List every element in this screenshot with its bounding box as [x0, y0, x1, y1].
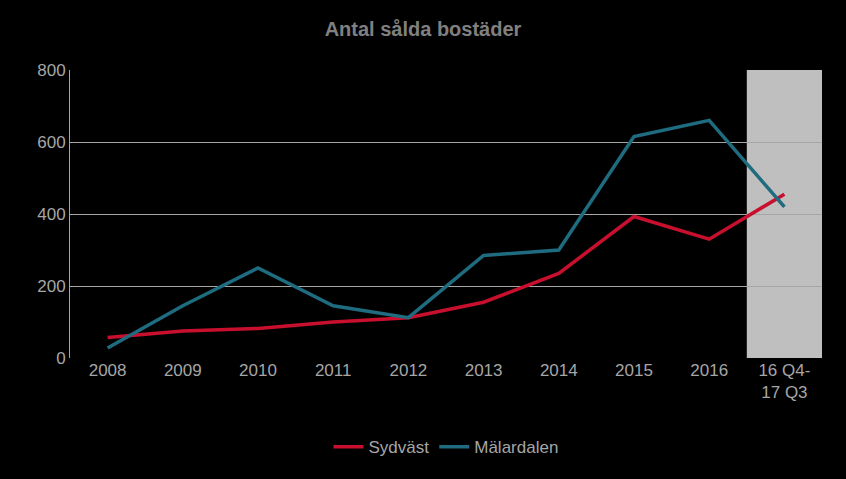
svg-text:2010: 2010: [239, 361, 277, 380]
svg-text:800: 800: [37, 61, 65, 80]
svg-text:2008: 2008: [89, 361, 127, 380]
svg-text:0: 0: [56, 349, 65, 368]
svg-text:Antal sålda bostäder: Antal sålda bostäder: [325, 18, 522, 40]
svg-text:400: 400: [37, 205, 65, 224]
svg-text:Mälardalen: Mälardalen: [474, 438, 558, 457]
svg-text:200: 200: [37, 277, 65, 296]
svg-text:600: 600: [37, 133, 65, 152]
svg-text:2014: 2014: [540, 361, 578, 380]
svg-text:2015: 2015: [615, 361, 653, 380]
svg-text:2009: 2009: [164, 361, 202, 380]
svg-text:16 Q4-17 Q3: 16 Q4-17 Q3: [758, 361, 810, 402]
svg-text:2012: 2012: [389, 361, 427, 380]
svg-text:2011: 2011: [315, 361, 352, 380]
svg-text:2016: 2016: [690, 361, 728, 380]
svg-text:2013: 2013: [465, 361, 503, 380]
svg-text:Sydväst: Sydväst: [369, 438, 430, 457]
